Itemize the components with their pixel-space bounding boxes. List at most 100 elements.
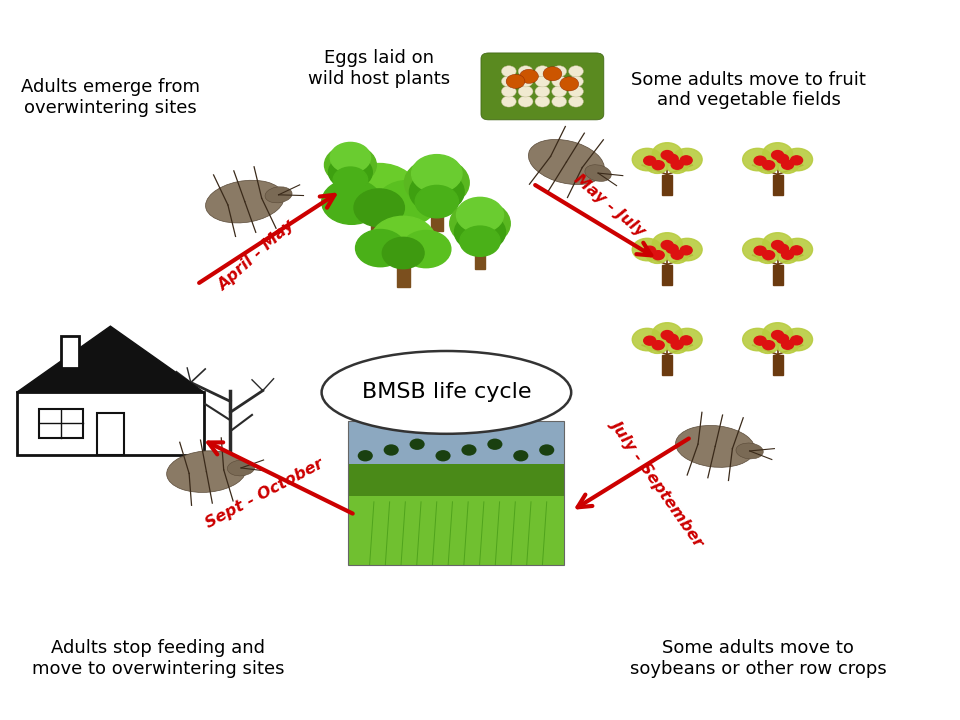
Polygon shape bbox=[662, 264, 672, 285]
Ellipse shape bbox=[167, 451, 246, 492]
Circle shape bbox=[330, 143, 371, 173]
Circle shape bbox=[666, 247, 688, 264]
Circle shape bbox=[543, 67, 562, 81]
Text: Adults stop feeding and
move to overwintering sites: Adults stop feeding and move to overwint… bbox=[32, 639, 285, 678]
Circle shape bbox=[449, 201, 511, 246]
Circle shape bbox=[519, 69, 539, 84]
Circle shape bbox=[755, 246, 766, 255]
Circle shape bbox=[501, 66, 516, 77]
Circle shape bbox=[661, 330, 673, 340]
Ellipse shape bbox=[228, 460, 254, 476]
Text: Sept - October: Sept - October bbox=[203, 456, 325, 531]
Circle shape bbox=[772, 330, 783, 340]
Circle shape bbox=[518, 86, 533, 97]
Polygon shape bbox=[396, 261, 410, 287]
Circle shape bbox=[661, 150, 673, 160]
Circle shape bbox=[652, 341, 664, 350]
Polygon shape bbox=[16, 392, 204, 454]
Circle shape bbox=[777, 244, 788, 253]
Circle shape bbox=[460, 226, 500, 256]
Circle shape bbox=[401, 230, 451, 268]
Bar bbox=[348, 421, 564, 467]
Text: May - July: May - July bbox=[571, 171, 648, 239]
Circle shape bbox=[652, 233, 683, 255]
Circle shape bbox=[409, 171, 465, 212]
Circle shape bbox=[644, 246, 656, 255]
Polygon shape bbox=[97, 413, 124, 454]
Text: Adults emerge from
overwintering sites: Adults emerge from overwintering sites bbox=[21, 78, 200, 117]
Circle shape bbox=[652, 161, 664, 170]
Circle shape bbox=[666, 244, 678, 253]
Circle shape bbox=[671, 161, 684, 169]
Circle shape bbox=[772, 150, 783, 160]
Circle shape bbox=[782, 328, 812, 351]
Circle shape bbox=[666, 157, 688, 174]
Circle shape bbox=[501, 76, 516, 87]
Bar bbox=[348, 464, 564, 500]
Ellipse shape bbox=[528, 140, 605, 184]
Circle shape bbox=[646, 337, 668, 354]
Circle shape bbox=[782, 148, 812, 171]
Circle shape bbox=[755, 156, 766, 165]
Circle shape bbox=[646, 157, 668, 174]
Polygon shape bbox=[773, 174, 782, 195]
Circle shape bbox=[644, 336, 656, 345]
Circle shape bbox=[777, 334, 788, 343]
Polygon shape bbox=[38, 409, 83, 438]
Circle shape bbox=[568, 76, 584, 87]
Circle shape bbox=[762, 251, 775, 260]
Text: Some adults move to fruit
and vegetable fields: Some adults move to fruit and vegetable … bbox=[632, 71, 866, 109]
Circle shape bbox=[644, 156, 656, 165]
Circle shape bbox=[568, 96, 584, 107]
Polygon shape bbox=[16, 326, 204, 392]
Circle shape bbox=[506, 74, 525, 89]
Circle shape bbox=[633, 328, 662, 351]
Text: Eggs laid on
wild host plants: Eggs laid on wild host plants bbox=[308, 49, 450, 88]
Circle shape bbox=[762, 143, 793, 165]
Circle shape bbox=[666, 334, 678, 343]
Circle shape bbox=[672, 148, 702, 171]
Circle shape bbox=[404, 158, 469, 207]
Circle shape bbox=[333, 167, 368, 193]
Polygon shape bbox=[662, 174, 672, 195]
Circle shape bbox=[791, 336, 803, 345]
Circle shape bbox=[672, 328, 702, 351]
Circle shape bbox=[535, 96, 550, 107]
Ellipse shape bbox=[736, 443, 763, 459]
Circle shape bbox=[322, 179, 381, 225]
Circle shape bbox=[488, 438, 502, 450]
Circle shape bbox=[756, 157, 779, 174]
Ellipse shape bbox=[265, 186, 292, 203]
Circle shape bbox=[762, 233, 793, 255]
Circle shape bbox=[412, 155, 462, 192]
Circle shape bbox=[501, 96, 516, 107]
Circle shape bbox=[791, 246, 803, 255]
Circle shape bbox=[652, 251, 664, 260]
Circle shape bbox=[355, 230, 405, 266]
Circle shape bbox=[535, 86, 550, 97]
Circle shape bbox=[781, 341, 794, 349]
Circle shape bbox=[755, 336, 766, 345]
Circle shape bbox=[568, 86, 584, 97]
Circle shape bbox=[777, 337, 799, 354]
Circle shape bbox=[756, 337, 779, 354]
Circle shape bbox=[552, 86, 566, 97]
Circle shape bbox=[501, 86, 516, 97]
Circle shape bbox=[324, 145, 376, 184]
Circle shape bbox=[777, 154, 788, 163]
Polygon shape bbox=[372, 217, 387, 249]
Circle shape bbox=[377, 181, 437, 225]
Circle shape bbox=[436, 450, 450, 462]
Circle shape bbox=[354, 189, 404, 227]
Circle shape bbox=[514, 450, 528, 462]
FancyBboxPatch shape bbox=[481, 53, 604, 120]
Circle shape bbox=[454, 213, 506, 251]
Polygon shape bbox=[431, 204, 443, 231]
Polygon shape bbox=[773, 354, 782, 375]
Polygon shape bbox=[474, 243, 486, 269]
Circle shape bbox=[462, 444, 476, 456]
Circle shape bbox=[518, 76, 533, 87]
Circle shape bbox=[552, 66, 566, 77]
Circle shape bbox=[756, 247, 779, 264]
Ellipse shape bbox=[205, 180, 284, 223]
